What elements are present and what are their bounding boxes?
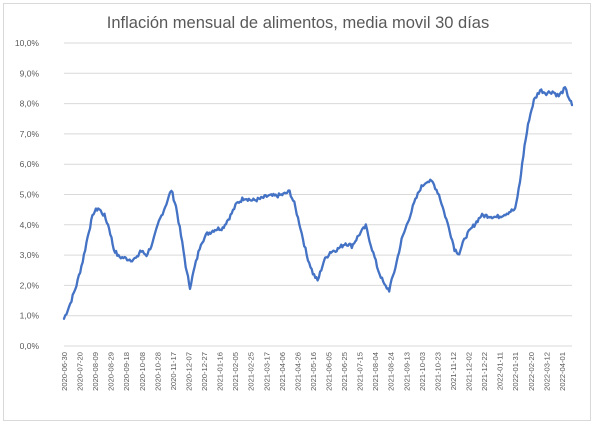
x-tick-label: 2022-03-12 [542, 352, 551, 391]
x-tick-label: 2020-12-07 [184, 352, 193, 391]
x-tick-label: 2021-04-06 [278, 352, 287, 391]
y-tick-label: 1,0% [20, 311, 40, 321]
x-tick-label: 2022-01-11 [496, 352, 505, 390]
x-tick-label: 2021-03-17 [262, 352, 271, 391]
x-tick-label: 2022-01-31 [511, 352, 520, 391]
x-tick-label: 2022-02-20 [527, 352, 536, 391]
y-tick-label: 5,0% [20, 190, 40, 200]
x-tick-label: 2020-10-08 [138, 352, 147, 391]
y-tick-label: 9,0% [20, 68, 40, 78]
x-tick-label: 2020-07-20 [76, 352, 85, 391]
x-tick-label: 2020-08-29 [107, 352, 116, 391]
y-tick-label: 0,0% [20, 341, 40, 351]
y-tick-label: 7,0% [20, 129, 40, 139]
y-tick-label: 10,0% [15, 38, 40, 48]
x-tick-label: 2021-10-23 [433, 352, 442, 391]
x-tick-label: 2021-02-25 [247, 352, 256, 391]
x-tick-label: 2020-11-17 [169, 352, 178, 390]
x-tick-label: 2021-05-16 [309, 352, 318, 391]
x-tick-label: 2021-07-15 [356, 352, 365, 391]
x-tick-label: 2021-04-26 [293, 352, 302, 391]
x-tick-label: 2021-12-22 [480, 352, 489, 391]
x-tick-label: 2020-12-27 [200, 352, 209, 391]
y-tick-label: 4,0% [20, 220, 40, 230]
x-tick-label: 2021-08-24 [387, 352, 396, 391]
x-tick-label: 2021-09-13 [402, 352, 411, 391]
x-tick-label: 2020-09-18 [122, 352, 131, 391]
x-tick-label: 2020-10-28 [153, 352, 162, 391]
y-tick-label: 2,0% [20, 280, 40, 290]
y-tick-label: 6,0% [20, 159, 40, 169]
x-tick-label: 2021-12-02 [465, 352, 474, 391]
series-line [62, 86, 574, 320]
x-tick-label: 2021-11-12 [449, 352, 458, 390]
x-tick-label: 2021-06-05 [325, 352, 334, 391]
x-tick-label: 2022-04-01 [558, 352, 567, 391]
x-tick-label: 2020-06-30 [60, 352, 69, 391]
x-tick-label: 2021-02-05 [231, 352, 240, 391]
y-tick-label: 8,0% [20, 99, 40, 109]
x-tick-label: 2021-08-04 [371, 352, 380, 391]
x-tick-label: 2021-06-25 [340, 352, 349, 391]
x-tick-label: 2020-08-09 [91, 352, 100, 391]
y-tick-label: 3,0% [20, 250, 40, 260]
x-tick-label: 2021-10-03 [418, 352, 427, 391]
chart-title: Inflación mensual de alimentos, media mo… [106, 14, 490, 32]
x-tick-label: 2021-01-16 [216, 352, 225, 391]
